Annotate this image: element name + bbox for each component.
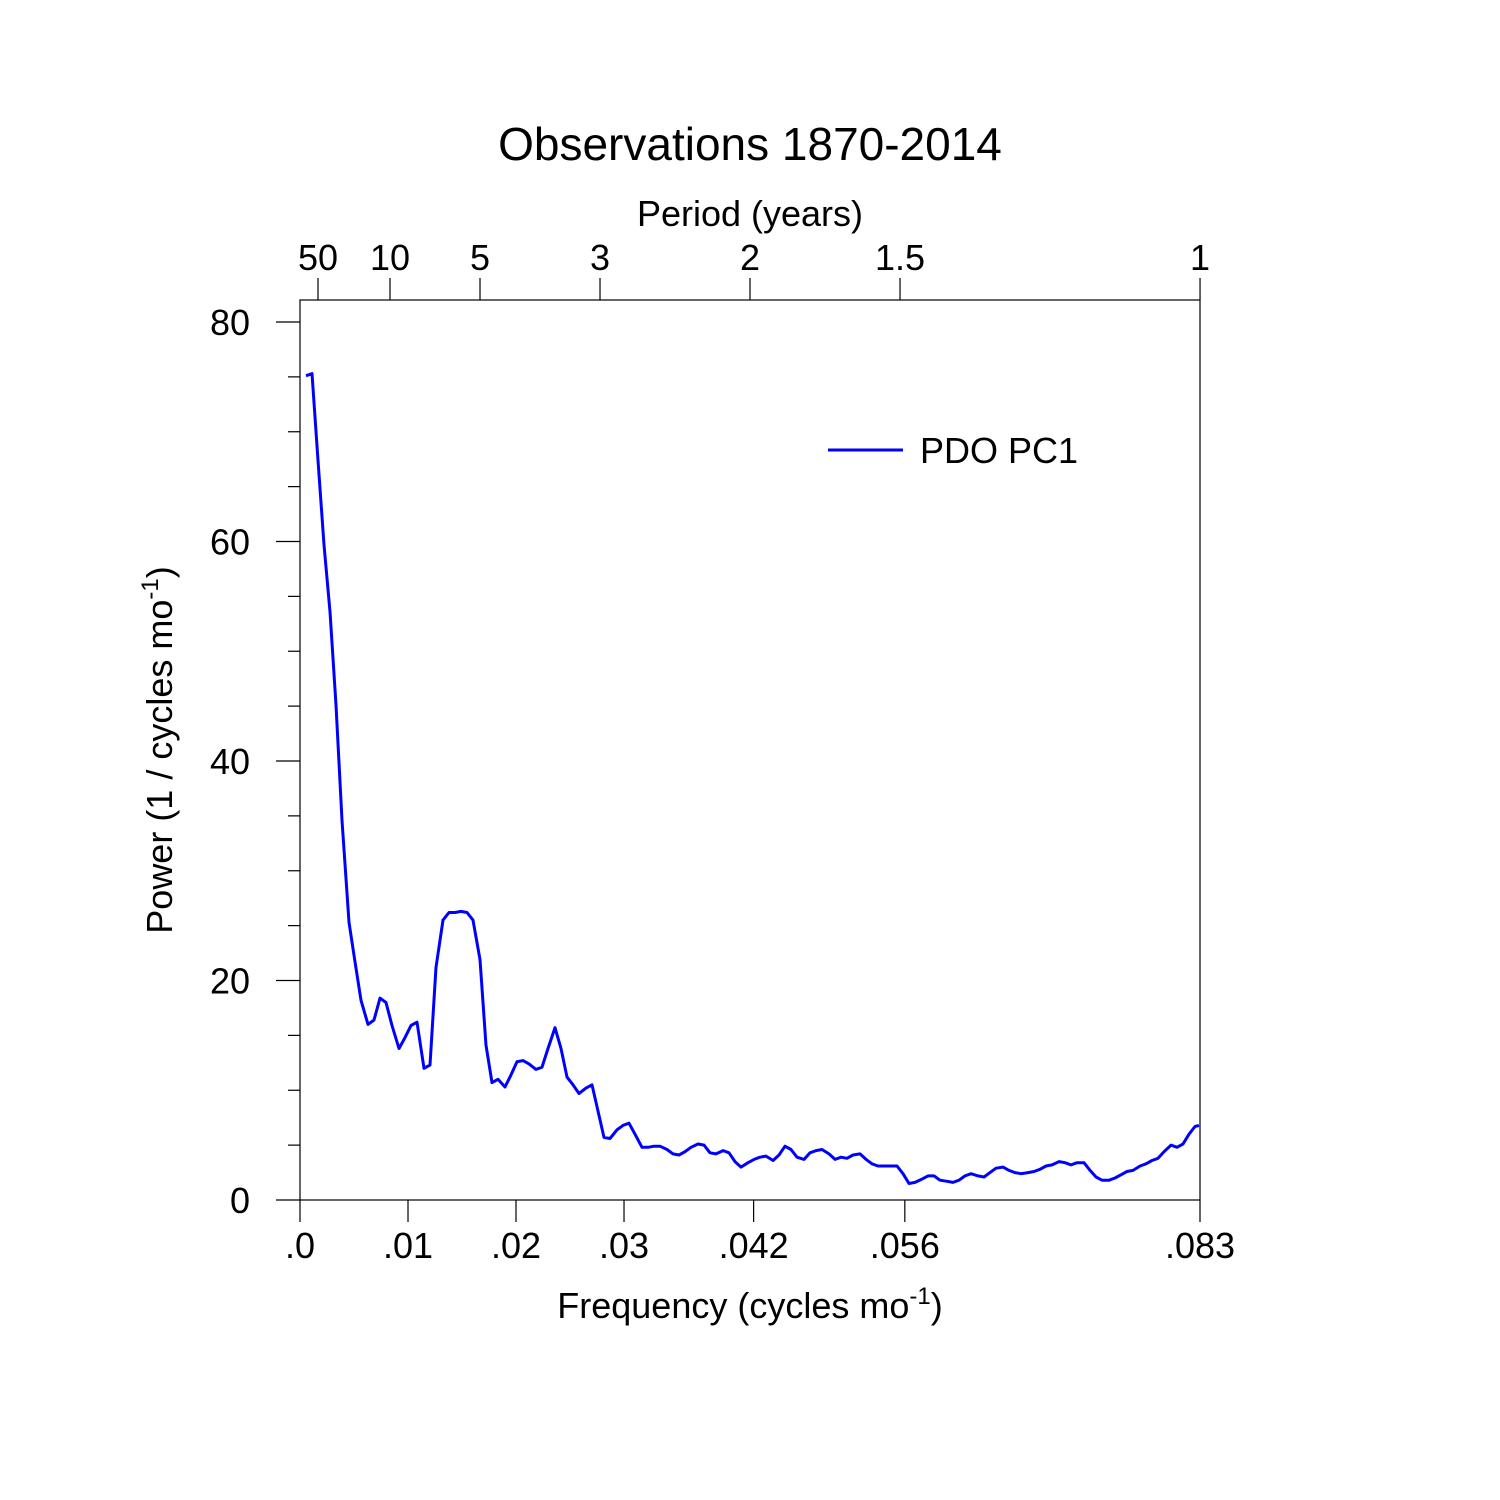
- y-tick-label: 60: [210, 522, 250, 563]
- x-axis-label: Frequency (cycles mo-1): [557, 1283, 942, 1326]
- y-tick-label: 20: [210, 961, 250, 1002]
- legend-label: PDO PC1: [920, 430, 1078, 471]
- x2-tick-label: 5: [470, 237, 490, 278]
- x2-axis-label: Period (years): [637, 193, 863, 234]
- y-axis-label: Power (1 / cycles mo-1): [137, 566, 180, 933]
- chart-title: Observations 1870-2014: [498, 118, 1002, 170]
- data-line: [305, 372, 1200, 1185]
- x-tick-label: .03: [599, 1225, 649, 1266]
- x2-tick-label: 3: [590, 237, 610, 278]
- x-tick-label: .083: [1165, 1225, 1235, 1266]
- x-tick-label: .0: [285, 1225, 315, 1266]
- x2-tick-label: 1.5: [875, 237, 925, 278]
- y-tick-label: 40: [210, 741, 250, 782]
- y-tick-label: 80: [210, 302, 250, 343]
- x2-tick-label: 2: [740, 237, 760, 278]
- y-tick-label: 0: [230, 1180, 250, 1221]
- x-tick-label: .01: [383, 1225, 433, 1266]
- x-tick-label: .02: [491, 1225, 541, 1266]
- x2-tick-label: 50: [298, 237, 338, 278]
- x2-tick-label: 1: [1190, 237, 1210, 278]
- x-tick-label: .056: [870, 1225, 940, 1266]
- x-tick-label: .042: [719, 1225, 789, 1266]
- x2-tick-label: 10: [370, 237, 410, 278]
